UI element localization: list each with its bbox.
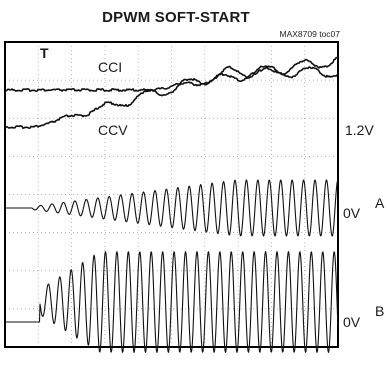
trace-cci <box>4 55 339 92</box>
level-label-b: 0V <box>343 314 361 330</box>
trace-channel-a <box>4 179 339 237</box>
channel-label-b: B <box>375 303 384 319</box>
trigger-marker: T <box>40 45 49 61</box>
trace-label-cci: CCI <box>98 59 122 75</box>
trace-channel-b <box>4 251 339 353</box>
trace-ccv <box>4 65 339 129</box>
level-label-ccv: 1.2V <box>345 122 374 138</box>
scope-frame <box>4 41 339 348</box>
channel-label-a: A <box>375 195 385 211</box>
figure-code: MAX8709 toc07 <box>279 29 340 39</box>
chart-title: DPWM SOFT-START <box>102 9 250 26</box>
level-label-a: 0V <box>343 205 361 221</box>
trace-label-ccv: CCV <box>98 122 128 138</box>
